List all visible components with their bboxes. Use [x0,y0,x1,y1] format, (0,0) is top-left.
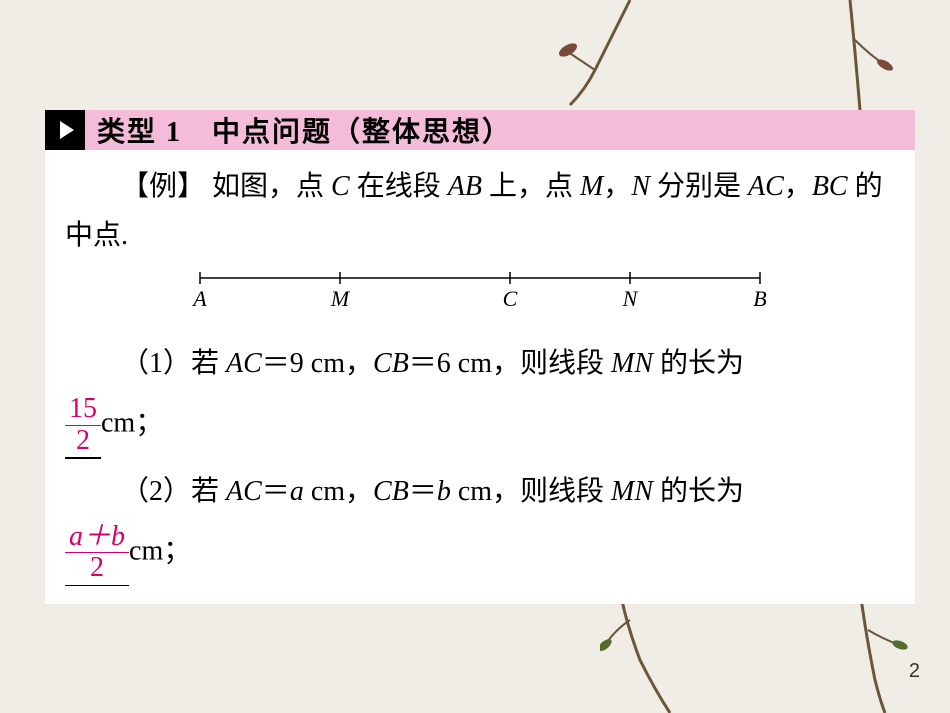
header-title: 类型 1 中点问题（整体思想） [85,110,512,150]
example-intro: 【例】 如图，点 C 在线段 AB 上，点 M，N 分别是 AC，BC 的中点. [65,162,895,260]
content-body: 【例】 如图，点 C 在线段 AB 上，点 M，N 分别是 AC，BC 的中点.… [45,150,915,604]
vine-bottom [600,590,950,713]
page-number: 2 [909,660,920,683]
svg-text:M: M [330,286,351,311]
example-label: 【例】 [121,171,205,202]
content-box: 类型 1 中点问题（整体思想） 【例】 如图，点 C 在线段 AB 上，点 M，… [45,110,915,604]
answer-2-line: a＋b 2 cm； [65,522,895,585]
vine-top [550,0,950,120]
answer-2: a＋b 2 [65,522,129,585]
answer-1: 15 2 [65,394,101,457]
svg-text:B: B [753,286,766,311]
line-diagram: AMCNB [65,270,895,331]
part-1: （1）若 AC＝9 cm，CB＝6 cm，则线段 MN 的长为 [65,339,895,388]
svg-text:C: C [503,286,518,311]
play-icon [45,110,85,150]
answer-1-line: 15 2 cm； [65,394,895,457]
header-bar: 类型 1 中点问题（整体思想） [45,110,915,150]
svg-text:A: A [191,286,207,311]
part-2: （2）若 AC＝a cm，CB＝b cm，则线段 MN 的长为 [65,467,895,516]
svg-text:N: N [622,286,639,311]
